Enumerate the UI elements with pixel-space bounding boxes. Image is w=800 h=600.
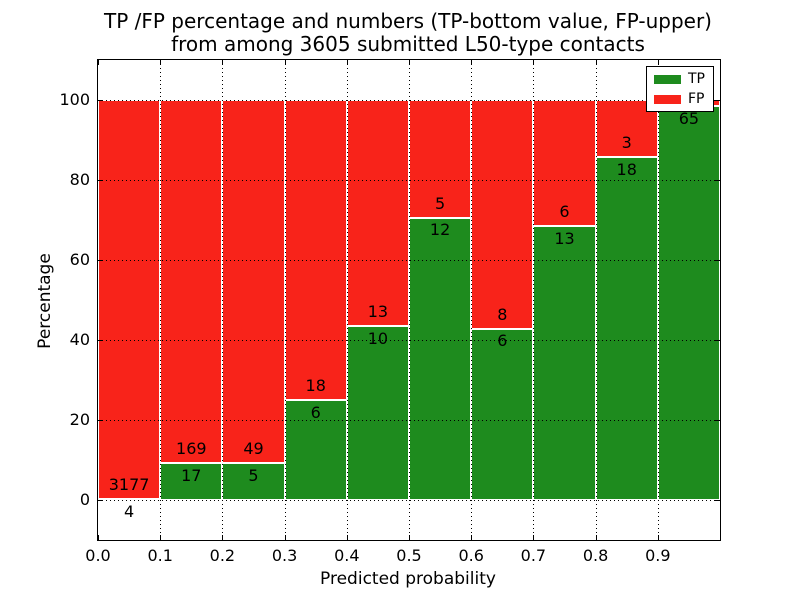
grid-line-horizontal [98,500,720,501]
y-tick-mark [98,180,103,181]
x-tick-mark [346,60,348,65]
fp-count-label: 6 [559,202,570,222]
x-tick-label: 0.6 [458,546,484,565]
bar-segment-fp [346,99,409,327]
x-axis-label: Predicted probability [320,569,496,589]
fp-color-swatch [654,94,681,104]
bar-segment-fp [409,99,472,218]
bar-segment-fp [160,99,223,464]
legend: TP FP [646,66,714,112]
bar-segment-tp [595,157,658,500]
bar-segment-tp [98,499,161,502]
fp-count-label: 13 [367,302,389,322]
x-tick-mark [98,535,99,540]
x-tick-label: 0.0 [85,546,111,565]
x-tick-mark [409,535,410,540]
y-tick-mark [98,420,103,421]
x-tick-mark [657,535,659,540]
tp-count-label: 6 [310,402,321,422]
y-tick-label: 80 [69,170,90,189]
fp-count-label: 8 [497,304,508,324]
y-tick-mark [98,99,103,101]
bar-segment-tp [657,106,720,500]
x-tick-mark [160,535,162,540]
fp-count-label: 3177 [108,475,150,495]
bar-segment-tp [471,328,534,500]
y-tick-mark [715,340,720,341]
x-tick-label: 0.7 [520,546,547,565]
legend-label-tp: TP [688,71,705,87]
tp-count-label: 10 [367,328,389,348]
y-tick-mark [715,180,720,181]
bar-segment-tp [533,226,596,500]
y-tick-label: 60 [69,250,90,269]
x-tick-mark [284,60,286,65]
legend-label-fp: FP [688,91,705,107]
plot-area: 3177416917495186131051286613318165 [97,59,721,541]
tp-count-label: 6 [497,331,508,351]
x-tick-mark [160,60,162,65]
x-tick-mark [346,535,348,540]
bar-segment-tp [222,462,285,500]
bar-segment-tp [160,463,223,500]
tp-count-label: 12 [429,220,451,240]
x-tick-mark [533,60,535,65]
y-tick-label: 100 [59,90,90,109]
chart-title-line2: from among 3605 submitted L50-type conta… [171,32,645,56]
chart-title-line1: TP /FP percentage and numbers (TP-bottom… [104,9,712,33]
x-tick-label: 0.1 [147,546,173,565]
tp-count-label: 5 [248,465,259,485]
x-tick-label: 0.9 [645,546,671,565]
tp-count-label: 65 [678,108,700,128]
y-tick-label: 0 [79,490,90,509]
x-tick-label: 0.8 [582,546,609,565]
chart-title: TP /FP percentage and numbers (TP-bottom… [97,10,719,56]
y-tick-label: 40 [69,330,90,349]
fp-count-label: 3 [621,133,632,153]
tp-color-swatch [654,74,681,84]
bar-segment-fp [471,99,534,329]
legend-entry-fp: FP [654,92,706,106]
fp-count-label: 49 [243,438,264,458]
x-tick-label: 0.3 [271,546,298,565]
bar-segment-fp [222,99,285,463]
x-tick-mark [657,60,659,65]
x-tick-mark [595,535,597,540]
x-tick-mark [533,535,535,540]
x-tick-mark [471,60,473,65]
legend-entry-tp: TP [654,72,706,86]
bar-segment-tp [409,217,472,500]
fp-count-label: 5 [435,193,446,213]
y-tick-mark [98,260,103,261]
y-tick-mark [98,340,103,341]
y-tick-mark [98,500,103,501]
y-tick-mark [715,99,720,101]
y-axis-label: Percentage [35,253,55,349]
x-tick-mark [222,535,224,540]
fp-count-label: 169 [176,439,207,459]
tp-count-label: 13 [554,229,575,249]
bar-segment-fp [98,99,161,500]
y-tick-mark [715,260,720,261]
y-tick-mark [715,420,720,421]
tp-count-label: 4 [124,502,135,522]
x-tick-label: 0.4 [334,546,360,565]
x-tick-mark [471,535,473,540]
bar-segment-fp [284,99,347,400]
fp-count-label: 18 [305,375,326,395]
x-tick-mark [284,535,286,540]
x-tick-mark [409,60,410,65]
tp-count-label: 18 [616,159,637,179]
x-tick-mark [98,60,99,65]
bar-segment-tp [346,326,409,500]
x-tick-label: 0.2 [209,546,236,565]
tp-count-label: 17 [181,466,202,486]
x-tick-mark [595,60,597,65]
x-tick-mark [222,60,224,65]
y-tick-mark [715,500,720,501]
x-tick-label: 0.5 [396,546,422,565]
y-tick-label: 20 [69,410,90,429]
